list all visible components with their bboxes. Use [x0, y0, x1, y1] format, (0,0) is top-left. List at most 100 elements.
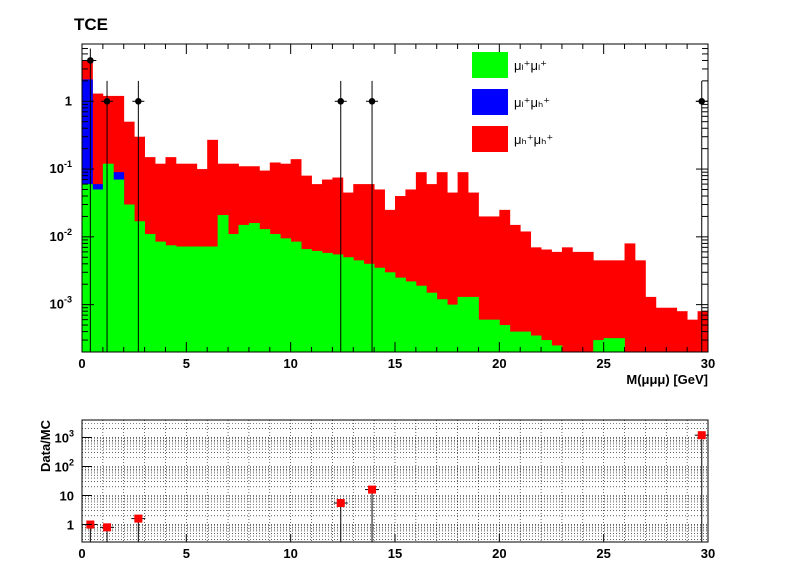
ratio-point: [103, 523, 112, 532]
y-tick-label: 1: [65, 93, 72, 108]
histogram-bar: [384, 272, 396, 352]
histogram-bar: [447, 304, 458, 352]
histogram-bar: [561, 247, 573, 352]
histogram-bar: [395, 196, 406, 352]
histogram-bar: [426, 292, 438, 352]
histogram-bar: [530, 335, 542, 352]
histogram-bar: [301, 249, 312, 352]
ratio-y-axis-label: Data/MC: [38, 419, 53, 472]
x-tick-label: 30: [701, 356, 715, 371]
histogram-bar: [551, 251, 563, 352]
histogram-bar: [551, 345, 563, 352]
histogram-bar: [655, 307, 667, 352]
histogram-bar: [499, 325, 511, 352]
histogram-bar: [269, 234, 281, 352]
data-point: [337, 97, 345, 105]
histogram-bar: [123, 204, 135, 352]
histogram-bar: [687, 319, 698, 352]
legend-swatch: [472, 126, 508, 152]
y-tick-label: 1: [67, 518, 74, 533]
histogram-bar: [488, 319, 500, 352]
y-tick-label: 10-3: [50, 295, 72, 312]
histogram-bar: [102, 163, 114, 352]
histogram-bar: [238, 224, 250, 352]
histogram-bar: [614, 260, 625, 352]
x-tick-label: 25: [596, 546, 610, 561]
histogram-bar: [363, 263, 375, 352]
histogram-bar: [248, 223, 260, 352]
chart-title: TCE: [74, 15, 108, 34]
histogram-bar: [196, 246, 208, 352]
x-axis-label: M(μμμ) [GeV]: [626, 372, 708, 387]
histogram-bar: [468, 296, 479, 352]
histogram-bar: [572, 251, 584, 352]
histogram-bar: [217, 215, 229, 352]
histogram-bar: [259, 229, 271, 352]
y-tick-label: 10-1: [50, 159, 72, 176]
x-tick-label: 10: [283, 546, 297, 561]
ratio-point: [134, 514, 143, 523]
histogram-bar: [353, 260, 365, 352]
histogram-bar: [290, 241, 302, 352]
x-tick-label: 25: [596, 356, 610, 371]
ratio-axes: 0 5 10 15 20 25 30 1 10 102 103: [55, 419, 715, 561]
legend-swatch: [472, 52, 508, 78]
x-tick-label: 30: [701, 546, 715, 561]
histogram-bar: [478, 319, 490, 352]
histogram-bar: [395, 277, 406, 352]
histogram-bar: [478, 216, 490, 352]
histogram-bar: [186, 246, 198, 352]
y-tick-label: 10: [60, 489, 74, 504]
histogram-bar: [175, 246, 187, 352]
histogram-bar: [207, 246, 219, 352]
y-tick-label: 10-2: [50, 227, 72, 244]
y-tick-label: 102: [55, 457, 74, 474]
histogram-bar: [165, 245, 177, 352]
histogram-bar: [603, 338, 615, 352]
x-tick-label: 10: [283, 356, 297, 371]
histogram-bar: [311, 250, 323, 352]
histogram-bar: [676, 311, 688, 352]
histogram-bar: [113, 179, 125, 352]
ratio-point: [336, 499, 345, 508]
histogram-bar: [207, 139, 219, 352]
data-point: [87, 57, 94, 64]
histogram-bar: [405, 189, 417, 352]
ratio-grid: [82, 420, 708, 542]
ratio-panel: 0 5 10 15 20 25 30 1 10 102 103 Data/MC: [38, 419, 715, 561]
histogram-bar: [468, 192, 479, 352]
y-tick-label: 103: [55, 428, 74, 445]
histogram-bar: [447, 192, 458, 352]
histogram-bar: [92, 189, 104, 352]
histogram-bar: [520, 331, 532, 352]
histogram-bar: [332, 254, 344, 352]
histogram-bar: [582, 251, 594, 352]
x-tick-label: 0: [78, 546, 85, 561]
histogram-bar: [82, 184, 93, 352]
histogram-bar: [436, 299, 448, 352]
legend-label: μₗ⁺μₕ⁺: [514, 95, 550, 110]
histogram-bar: [509, 224, 521, 352]
histogram-bar: [436, 172, 448, 352]
x-tick-label: 5: [183, 546, 190, 561]
x-tick-label: 15: [388, 356, 402, 371]
legend-label: μₕ⁺μₕ⁺: [514, 132, 553, 147]
ratio-point: [368, 485, 377, 494]
histogram-bar: [509, 331, 521, 352]
histogram-bar: [603, 260, 615, 352]
histogram-bar: [342, 257, 354, 352]
legend-swatch: [472, 89, 508, 115]
histogram-bar: [520, 231, 532, 352]
histogram-bar: [426, 184, 438, 352]
histogram-bar: [144, 234, 156, 352]
legend-label: μₗ⁺μₗ⁺: [514, 58, 547, 73]
data-point: [103, 97, 111, 105]
x-tick-label: 15: [388, 546, 402, 561]
legend: μₗ⁺μₗ⁺ μₗ⁺μₕ⁺ μₕ⁺μₕ⁺: [472, 52, 553, 152]
x-tick-label: 20: [492, 356, 506, 371]
histogram-bar: [155, 241, 166, 352]
histogram-bar: [593, 260, 605, 352]
histogram-bar: [228, 234, 239, 352]
histogram-bar: [634, 260, 646, 352]
